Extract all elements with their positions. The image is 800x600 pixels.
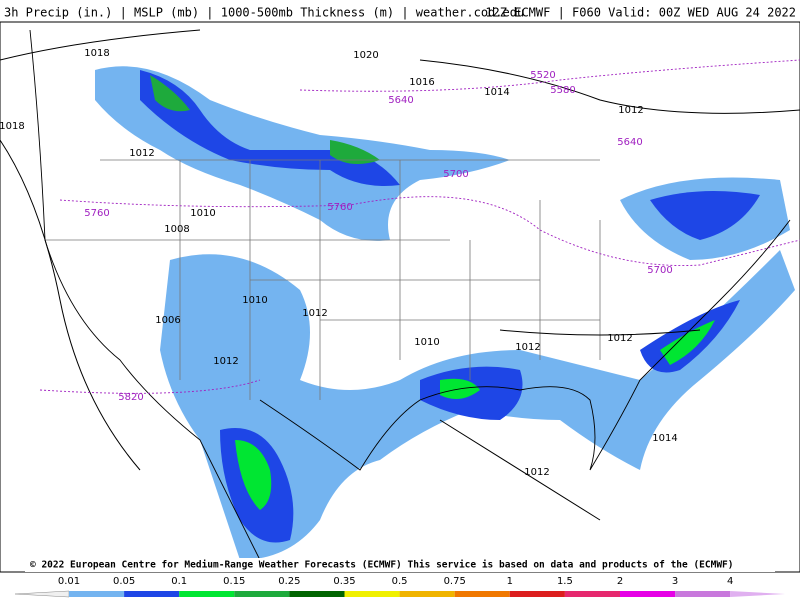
isobar-label: 1012 xyxy=(515,342,540,353)
colorbar-label: 2 xyxy=(617,576,623,587)
isobar-label: 1012 xyxy=(618,105,643,116)
precip-area xyxy=(650,191,760,240)
colorbar-segment xyxy=(620,591,676,597)
thickness-label: 5640 xyxy=(388,95,413,106)
thickness-label: 5820 xyxy=(118,392,143,403)
colorbar-segment xyxy=(399,591,455,597)
colorbar-label: 0.01 xyxy=(58,576,80,587)
copyright-box xyxy=(25,558,775,572)
colorbar: 0.01 0.05 0.1 0.15 0.25 0.35 0.5 0.75 1 1.5 2 3 4 xyxy=(14,576,785,598)
isobar-label: 1008 xyxy=(164,224,189,235)
isobar-label: 1006 xyxy=(155,315,180,326)
colorbar-label: 1 xyxy=(507,576,513,587)
colorbar-label: 4 xyxy=(727,576,733,587)
header-right: 12Z ECMWF | F060 Valid: 00Z WED AUG 24 2… xyxy=(485,6,796,20)
thickness-label: 5760 xyxy=(84,208,109,219)
isobar-label: 1012 xyxy=(129,148,154,159)
isobar-label: 1020 xyxy=(353,50,378,61)
precip-area xyxy=(150,75,380,164)
thickness-label: 5580 xyxy=(550,85,575,96)
colorbar-label: 1.5 xyxy=(557,576,573,587)
isobar-label: 1010 xyxy=(414,337,439,348)
colorbar-segment xyxy=(179,591,235,597)
colorbar-label: 0.05 xyxy=(113,576,135,587)
colorbar-label: 0.35 xyxy=(333,576,355,587)
colorbar-end xyxy=(730,591,785,597)
isobar-label: 1010 xyxy=(242,295,267,306)
isobar-label: 1010 xyxy=(190,208,215,219)
colorbar-label: 0.5 xyxy=(392,576,408,587)
isobar-label: 1012 xyxy=(524,467,549,478)
colorbar-segment xyxy=(564,591,620,597)
colorbar-label: 3 xyxy=(672,576,678,587)
colorbar-segment xyxy=(675,591,731,597)
colorbar-label: 0.75 xyxy=(444,576,466,587)
thickness-label: 5700 xyxy=(647,265,672,276)
colorbar-segment xyxy=(344,591,400,597)
colorbar-segment xyxy=(509,591,565,597)
colorbar-segment xyxy=(454,591,510,597)
precip-area xyxy=(220,300,740,543)
isobar-label: 1012 xyxy=(213,356,238,367)
header-left: 3h Precip (in.) | MSLP (mb) | 1000-500mb… xyxy=(4,6,524,20)
isobar-label: 1012 xyxy=(302,308,327,319)
thickness-label: 5700 xyxy=(443,169,468,180)
isobar-label: 1014 xyxy=(652,433,677,444)
isobar-label: 1018 xyxy=(0,121,25,132)
contour-labels: 1018 102010161014101210181012101010081010… xyxy=(0,48,678,478)
colorbar-label: 0.25 xyxy=(278,576,300,587)
isobar-label: 1018 xyxy=(84,48,109,59)
copyright: © 2022 European Centre for Medium-Range … xyxy=(30,560,734,571)
thickness-label: 5640 xyxy=(617,137,642,148)
isobar-label: 1014 xyxy=(484,87,509,98)
thickness-label: 5760 xyxy=(327,202,352,213)
isobar-label: 1016 xyxy=(409,77,434,88)
colorbar-segment xyxy=(234,591,290,597)
colorbar-label: 0.15 xyxy=(223,576,245,587)
thickness-label: 5520 xyxy=(530,70,555,81)
colorbar-segment xyxy=(289,591,345,597)
colorbar-segment xyxy=(69,591,125,597)
colorbar-segment xyxy=(124,591,180,597)
isobar-label: 1012 xyxy=(607,333,632,344)
colorbar-label: 0.1 xyxy=(171,576,187,587)
map-area xyxy=(0,21,800,573)
